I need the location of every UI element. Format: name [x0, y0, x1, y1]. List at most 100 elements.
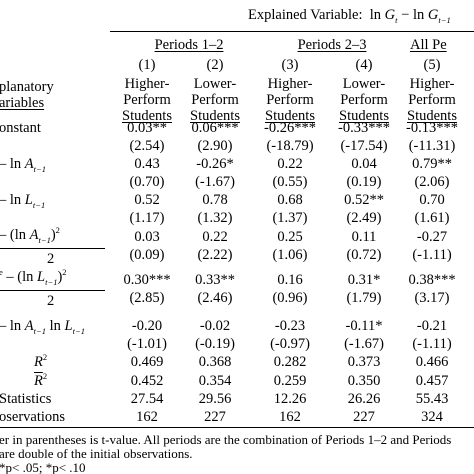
group-header-periods-1-2: Periods 1–2 [154, 37, 224, 53]
row-label-ln-a: – ln At−1 [0, 156, 46, 174]
stat-r2-4: 0.373 [347, 354, 381, 370]
tval-ln-l-sq-2: (2.46) [197, 290, 233, 306]
coef-ln-a-ln-l-2: -0.02 [199, 318, 231, 334]
stat-obs-4: 227 [353, 409, 375, 425]
tval-ln-a-sq-1: (0.09) [129, 247, 165, 263]
coef-ln-a-sq-3: 0.25 [277, 229, 303, 245]
col-header-1-line2: Perform [123, 92, 171, 108]
group-header-periods-2-3: Periods 2–3 [297, 37, 367, 53]
tval-ln-a-sq-3: (1.06) [272, 247, 308, 263]
coef-ln-l-sq-4: 0.31* [347, 272, 381, 288]
stat-adjr2-5: 0.457 [415, 373, 449, 389]
tval-ln-a-ln-l-2: (-0.19) [195, 336, 235, 352]
col-header-1-line1: Higher- [124, 76, 170, 92]
coef-ln-l-sq-5: 0.38*** [408, 272, 456, 288]
stat-f-5: 55.43 [415, 391, 449, 407]
coef-ln-l-sq-1: 0.30*** [123, 272, 171, 288]
table-note-line1: er in parentheses is t-value. All period… [0, 432, 452, 447]
bottom-rule [0, 427, 474, 428]
tval-ln-l-1: (1.17) [129, 210, 165, 226]
coef-constant-2: 0.06*** [191, 120, 239, 136]
coef-constant-5: -0.13*** [406, 120, 458, 136]
table-note-line2: are double of the initial observations. [0, 446, 193, 461]
tval-ln-a-ln-l-4: (-1.67) [344, 336, 384, 352]
col-header-4-line1: Lower- [342, 76, 386, 92]
col-number-5: (5) [423, 57, 441, 73]
tval-constant-4: (-17.54) [340, 138, 388, 154]
col-number-4: (4) [355, 57, 373, 73]
coef-ln-a-4: 0.04 [351, 156, 377, 172]
coef-ln-a-sq-4: 0.11 [351, 229, 377, 245]
tval-ln-l-3: (1.37) [272, 210, 308, 226]
tval-ln-l-4: (2.49) [346, 210, 382, 226]
coef-constant-4: -0.33*** [338, 120, 390, 136]
stat-label-r-squared: R2 [34, 352, 48, 370]
stat-adjr2-4: 0.350 [347, 373, 381, 389]
stat-f-2: 29.56 [198, 391, 232, 407]
coef-constant-1: 0.03** [127, 120, 167, 136]
stub-header-line1: planatory [0, 79, 54, 95]
col-header-4-line2: Perform [340, 92, 388, 108]
coef-ln-a-ln-l-4: -0.11* [345, 318, 383, 334]
tval-constant-5: (-11.31) [408, 138, 456, 154]
tval-ln-a-sq-2: (2.22) [197, 247, 233, 263]
tval-ln-a-ln-l-5: (-1.11) [412, 336, 452, 352]
tval-ln-a-2: (-1.67) [195, 174, 235, 190]
coef-ln-a-3: 0.22 [277, 156, 303, 172]
col-number-1: (1) [138, 57, 156, 73]
coef-ln-a-2: -0.26* [196, 156, 234, 172]
tval-ln-a-3: (0.55) [272, 174, 308, 190]
col-header-2-line1: Lower- [193, 76, 237, 92]
explained-variable-label: Explained Variable: ln Gt − ln Gt−1 [248, 7, 451, 25]
stat-r2-5: 0.466 [415, 354, 449, 370]
coef-ln-l-sq-3: 0.16 [277, 272, 303, 288]
coef-ln-l-5: 0.70 [419, 192, 445, 208]
coef-ln-a-ln-l-1: -0.20 [131, 318, 163, 334]
col-header-5-line1: Higher- [409, 76, 455, 92]
stat-obs-2: 227 [204, 409, 226, 425]
row-label-ln-a-ln-l: – ln At−1 ln Lt−1 [0, 318, 85, 336]
stat-adjr2-3: 0.259 [273, 373, 307, 389]
coef-ln-a-ln-l-5: -0.21 [416, 318, 448, 334]
tval-ln-a-4: (0.19) [346, 174, 382, 190]
tval-constant-1: (2.54) [129, 138, 165, 154]
stat-f-4: 26.26 [347, 391, 381, 407]
col-header-1-line3: Students [122, 108, 172, 124]
fraction-bar-ln-l-squared [0, 290, 105, 291]
tval-ln-a-sq-4: (0.72) [346, 247, 382, 263]
row-label-ln-l: – ln Lt−1 [0, 192, 46, 210]
tval-ln-a-5: (2.06) [414, 174, 450, 190]
stat-obs-5: 324 [421, 409, 443, 425]
col-header-3-line2: Perform [266, 92, 314, 108]
stat-f-1: 27.54 [130, 391, 164, 407]
stat-adjr2-2: 0.354 [198, 373, 232, 389]
fraction-denominator-ln-l-squared: 2 [47, 293, 55, 309]
stat-label-adj-r-squared: R2 [34, 371, 48, 389]
tval-constant-3: (-18.79) [266, 138, 314, 154]
stub-header-line2: ariables [0, 95, 45, 111]
coef-ln-l-4: 0.52** [344, 192, 384, 208]
coef-ln-a-sq-1: 0.03 [134, 229, 160, 245]
coef-ln-l-sq-2: 0.33** [195, 272, 235, 288]
col-number-2: (2) [206, 57, 224, 73]
explained-label-text: Explained Variable: [248, 7, 363, 23]
tval-ln-l-sq-1: (2.85) [129, 290, 165, 306]
stat-label-observations: oservations [0, 409, 66, 425]
col-number-3: (3) [281, 57, 299, 73]
stat-f-3: 12.26 [273, 391, 307, 407]
tval-ln-l-sq-5: (3.17) [414, 290, 450, 306]
coef-ln-l-1: 0.52 [134, 192, 160, 208]
coef-ln-a-1: 0.43 [134, 156, 160, 172]
tval-ln-a-ln-l-3: (-0.97) [270, 336, 310, 352]
coef-ln-a-sq-2: 0.22 [202, 229, 228, 245]
explained-expression: ln Gt − ln Gt−1 [366, 7, 451, 25]
coef-ln-a-sq-5: -0.27 [416, 229, 448, 245]
stat-label-statistics: Statistics [0, 391, 52, 407]
tval-constant-2: (2.90) [197, 138, 233, 154]
col-header-2-line3: Students [190, 108, 240, 124]
stat-r2-2: 0.368 [198, 354, 232, 370]
group-header-all-periods: All Pe [410, 37, 447, 53]
row-label-ln-a-squared: – (ln At−1)2 [0, 225, 60, 245]
tval-ln-a-sq-5: (-1.11) [412, 247, 452, 263]
